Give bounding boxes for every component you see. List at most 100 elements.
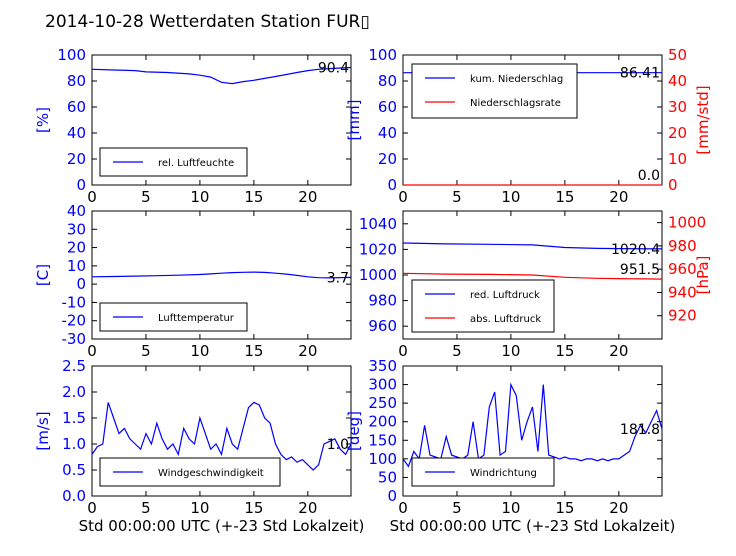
y-right-tick-label: 30: [668, 98, 687, 116]
y-tick-label: 2.5: [62, 357, 86, 375]
panel-humidity: 0 5 10 15 20 0 20 40 60 80 100 [%] 90.4 rel. Luftfeuc…: [34, 46, 352, 206]
y-right-tick-label: 40: [668, 72, 687, 90]
y-tick-label: 40: [378, 124, 397, 142]
legend: Windgeschwindigkeit: [99, 457, 281, 487]
last-value-label-right: 951.5: [620, 262, 660, 278]
x-tick-label: 0: [87, 499, 97, 517]
legend-label: Windrichtung: [470, 468, 537, 479]
legend-label: rel. Luftfeuchte: [158, 158, 234, 169]
y-tick-label: 2.0: [62, 383, 86, 401]
series-line-rel-luftfeuchte: [91, 66, 352, 85]
y-tick-label: -20: [62, 312, 87, 330]
x-tick-label: 15: [555, 342, 574, 360]
last-value-label: 90.4: [318, 60, 349, 76]
x-tick-label: 10: [190, 342, 209, 360]
y-tick-label: 20: [67, 239, 86, 257]
y-right-tick-label: 920: [668, 307, 697, 325]
y-right-tick-label: 940: [668, 283, 697, 301]
y-tick-label: 980: [368, 292, 397, 310]
x-tick-label: 20: [609, 188, 628, 206]
panel-precipitation: 0 5 10 15 20 0 20 40 60 80 100 0 10 20 30 40 50 [mm] [mm/s…: [345, 46, 712, 206]
x-tick-label: 15: [244, 188, 263, 206]
y-tick-label: 100: [368, 46, 397, 64]
y-tick-label: 80: [378, 72, 397, 90]
legend-label: red. Luftdruck: [470, 290, 540, 301]
series-line-lufttemperatur: [91, 271, 352, 279]
x-axis-label: Std 00:00:00 UTC (+-23 Std Lokalzeit): [79, 517, 365, 535]
x-tick-label: 20: [609, 342, 628, 360]
y-axis-right-label: [hPa]: [694, 256, 712, 295]
legend-label: Niederschlagsrate: [470, 98, 561, 109]
y-tick-label: 20: [378, 150, 397, 168]
y-tick-label: 1000: [359, 266, 397, 284]
x-tick-label: 5: [452, 188, 462, 206]
y-tick-label: 100: [57, 46, 86, 64]
x-tick-label: 0: [398, 499, 408, 517]
y-tick-label: 0: [76, 176, 86, 194]
legend: Lufttemperatur: [99, 302, 248, 332]
x-tick-label: 15: [244, 342, 263, 360]
panel-windspeed: 0 5 10 15 20 0.0 0.5 1.0 1.5 2.0 2.5 [m/s] Std 00:00…: [34, 357, 364, 535]
y-right-tick-label: 0: [668, 176, 678, 194]
legend-frame: [411, 279, 555, 333]
last-value-label: 1.0: [327, 437, 349, 453]
x-tick-label: 0: [87, 342, 97, 360]
series-line-windgeschwindigkeit: [91, 401, 352, 471]
x-tick-label: 0: [87, 188, 97, 206]
series-line-windrichtung: [402, 382, 663, 468]
y-tick-label: 50: [378, 468, 397, 486]
y-right-tick-label: 1000: [668, 214, 706, 232]
last-value-label: 1020.4: [611, 242, 660, 258]
last-value-label: 86.41: [620, 66, 660, 82]
y-tick-label: 1.0: [62, 435, 86, 453]
y-tick-label: 300: [368, 376, 397, 394]
y-tick-label: 1040: [359, 215, 397, 233]
y-tick-label: 40: [67, 124, 86, 142]
x-tick-label: 0: [398, 188, 408, 206]
x-tick-label: 5: [141, 342, 151, 360]
panel-pressure: 0 5 10 15 20 960 980 1000 1020 1040 920 940 960 980 10…: [359, 210, 712, 360]
page-title: 2014-10-28 Wetterdaten Station FUR▯: [45, 12, 370, 32]
y-axis-label: [deg]: [345, 411, 363, 451]
y-right-tick-label: 960: [668, 260, 697, 278]
y-tick-label: 60: [67, 98, 86, 116]
y-tick-label: -10: [62, 293, 87, 311]
y-tick-label: 350: [368, 357, 397, 375]
x-tick-label: 5: [452, 342, 462, 360]
x-tick-label: 20: [298, 188, 317, 206]
x-tick-label: 15: [244, 499, 263, 517]
x-axis-label: Std 00:00:00 UTC (+-23 Std Lokalzeit): [390, 517, 676, 535]
legend: red. Luftdruck abs. Luftdruck: [411, 279, 555, 333]
legend-label: Windgeschwindigkeit: [158, 468, 264, 479]
y-axis-right-label: [mm/std]: [694, 85, 712, 154]
legend: Windrichtung: [411, 457, 555, 487]
x-tick-label: 15: [555, 188, 574, 206]
y-tick-label: 1.5: [62, 409, 86, 427]
y-tick-label: 960: [368, 317, 397, 335]
x-tick-label: 0: [398, 342, 408, 360]
x-tick-label: 10: [190, 499, 209, 517]
last-value-label-right: 0.0: [638, 168, 660, 184]
y-tick-label: 200: [368, 413, 397, 431]
x-tick-label: 20: [609, 499, 628, 517]
y-tick-label: 0.5: [62, 461, 86, 479]
y-tick-label: 0: [387, 487, 397, 505]
legend: kum. Niederschlag Niederschlagsrate: [411, 63, 578, 119]
last-value-label: 181.8: [620, 422, 660, 438]
x-tick-label: 5: [452, 499, 462, 517]
y-tick-label: -30: [62, 330, 87, 348]
y-right-tick-label: 50: [668, 46, 687, 64]
y-tick-label: 60: [378, 98, 397, 116]
x-tick-label: 10: [190, 188, 209, 206]
x-tick-label: 10: [501, 499, 520, 517]
x-tick-label: 5: [141, 188, 151, 206]
y-tick-label: 30: [67, 220, 86, 238]
legend-label: Lufttemperatur: [158, 313, 235, 324]
y-tick-label: 0: [387, 176, 397, 194]
y-tick-label: 250: [368, 394, 397, 412]
y-tick-label: 10: [67, 257, 86, 275]
last-value-label: 3.7: [327, 270, 349, 286]
y-axis-label: [%]: [34, 107, 52, 133]
